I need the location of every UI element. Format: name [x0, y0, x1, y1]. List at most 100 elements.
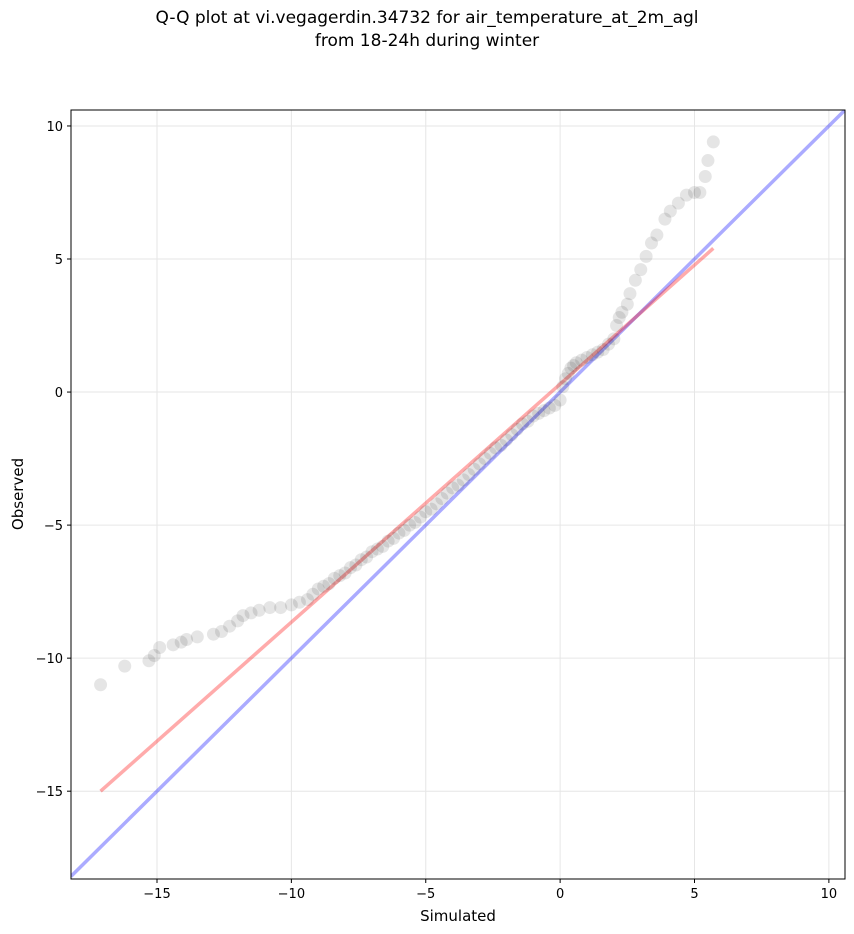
qq-point — [607, 332, 621, 346]
y-tick-label: −5 — [44, 519, 63, 534]
qq-point — [274, 601, 288, 615]
qq-point — [147, 648, 161, 662]
qq-point — [306, 587, 320, 601]
y-axis-label: Observed — [9, 458, 27, 530]
qq-point — [413, 510, 427, 524]
qq-point — [166, 638, 180, 652]
qq-point — [354, 553, 368, 567]
qq-point — [370, 542, 384, 556]
qq-point — [537, 404, 551, 418]
qq-point — [215, 625, 228, 639]
qq-point — [440, 486, 454, 500]
qq-point — [701, 154, 715, 168]
qq-point — [612, 311, 626, 325]
qq-point — [408, 515, 422, 529]
qq-point — [467, 462, 481, 476]
qq-point — [553, 393, 567, 407]
qq-point — [301, 593, 314, 607]
qq-point — [252, 603, 266, 617]
qq-point — [564, 361, 578, 375]
qq-point — [430, 497, 443, 511]
qq-point — [333, 569, 347, 583]
y-tick-label: 10 — [46, 120, 63, 135]
qq-point — [284, 598, 298, 612]
qq-point — [344, 561, 357, 575]
x-tick-label: 10 — [821, 887, 838, 902]
qq-point — [263, 601, 277, 615]
qq-point — [365, 545, 379, 559]
qq-point — [419, 505, 433, 519]
qq-point — [679, 188, 693, 202]
qq-point — [628, 273, 642, 287]
y-tick-label: −15 — [36, 785, 63, 800]
qq-point — [456, 473, 470, 487]
qq-point — [645, 236, 658, 250]
qq-point — [381, 534, 395, 548]
qq-point — [478, 452, 492, 466]
qq-point — [244, 606, 258, 620]
qq-point — [451, 478, 465, 492]
qq-point — [392, 526, 406, 540]
qq-point — [548, 398, 562, 412]
qq-point — [591, 345, 605, 359]
qq-point — [706, 135, 720, 149]
qq-point — [338, 566, 352, 580]
qq-point — [94, 678, 108, 692]
identity-line — [71, 110, 845, 878]
x-axis-label: Simulated — [420, 907, 496, 925]
qq-point — [483, 446, 497, 460]
qq-point — [403, 518, 417, 532]
qq-point — [153, 641, 167, 655]
qq-point — [610, 319, 624, 333]
qq-point — [387, 531, 400, 545]
qq-point — [650, 228, 664, 242]
qq-point — [494, 438, 508, 452]
qq-point — [639, 249, 653, 263]
qq-point — [206, 627, 220, 641]
axis-ticks: −15 −10 −5 0 5 10 −15 −10 −5 0 5 10 — [36, 120, 838, 902]
qq-point — [526, 409, 540, 423]
qq-point — [236, 609, 250, 623]
qq-point — [698, 170, 712, 184]
qq-point — [596, 342, 610, 356]
qq-point — [180, 633, 194, 647]
qq-point — [634, 263, 648, 277]
qq-point — [663, 204, 677, 218]
qq-point — [424, 502, 438, 516]
grid — [71, 110, 845, 879]
qq-point — [521, 414, 535, 428]
fit-line — [99, 247, 715, 793]
qq-point — [499, 433, 513, 447]
qq-point — [620, 297, 634, 311]
plot-area — [71, 110, 845, 878]
qq-point — [317, 579, 331, 593]
qq-point — [510, 422, 524, 436]
qq-point — [516, 417, 529, 431]
qq-point — [671, 196, 685, 210]
qq-point — [223, 619, 237, 633]
x-tick-label: −15 — [143, 887, 170, 902]
qq-point — [559, 372, 572, 386]
x-tick-label: 5 — [690, 887, 698, 902]
qq-point — [174, 635, 188, 649]
qq-point — [349, 558, 363, 572]
qq-point — [580, 350, 594, 364]
qq-point — [142, 654, 156, 668]
qq-point — [397, 523, 411, 537]
qq-point — [311, 582, 325, 596]
qq-point — [327, 571, 341, 585]
y-tick-label: 5 — [55, 253, 63, 268]
chart-title-line-2: from 18-24h during winter — [314, 31, 540, 51]
qq-point — [505, 428, 519, 442]
x-tick-label: −5 — [416, 887, 435, 902]
qq-point — [489, 441, 503, 455]
qq-point — [658, 212, 672, 226]
qq-point — [473, 457, 486, 471]
x-tick-label: −10 — [278, 887, 305, 902]
qq-point — [556, 380, 570, 394]
qq-point — [360, 550, 374, 564]
qq-point — [561, 366, 575, 380]
axes-frame — [70, 109, 846, 880]
qq-point — [575, 353, 589, 367]
